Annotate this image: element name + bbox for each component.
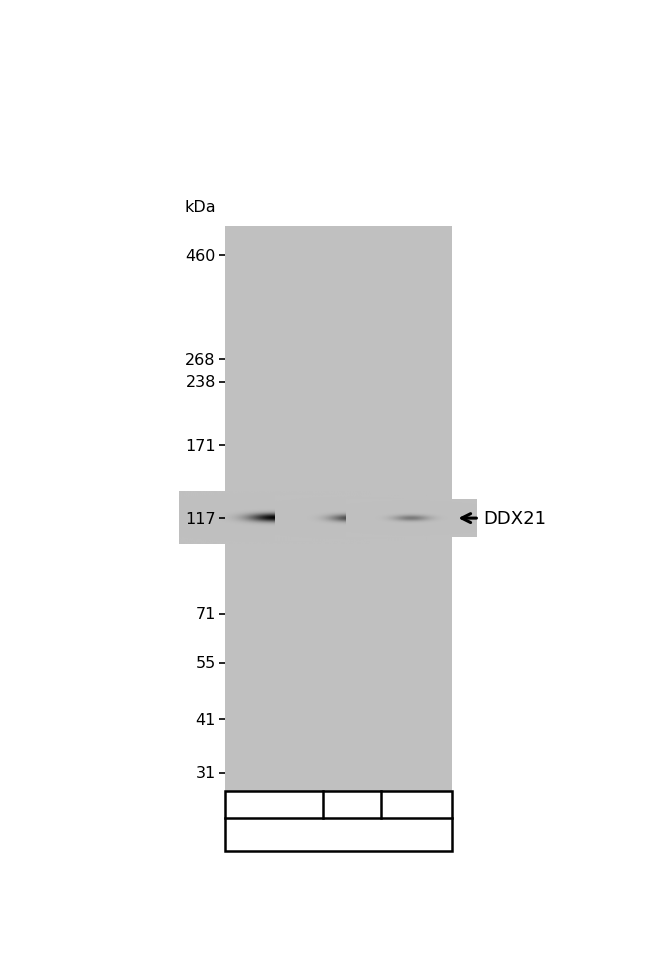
Text: 171: 171	[185, 438, 216, 454]
Text: 460: 460	[185, 248, 216, 264]
Text: 55: 55	[196, 655, 216, 671]
Text: 71: 71	[196, 606, 216, 622]
Text: DDX21: DDX21	[483, 510, 546, 527]
Text: 50: 50	[261, 795, 286, 814]
Text: kDa: kDa	[184, 200, 216, 214]
Text: 238: 238	[185, 375, 216, 390]
Text: 15: 15	[339, 795, 365, 814]
Text: 31: 31	[196, 766, 216, 780]
Text: 117: 117	[185, 511, 216, 526]
Text: 5: 5	[410, 795, 422, 814]
Text: 41: 41	[196, 712, 216, 727]
Text: HeLa: HeLa	[313, 825, 363, 844]
Text: 268: 268	[185, 352, 216, 368]
Bar	[225, 227, 452, 791]
Bar	[225, 791, 452, 852]
